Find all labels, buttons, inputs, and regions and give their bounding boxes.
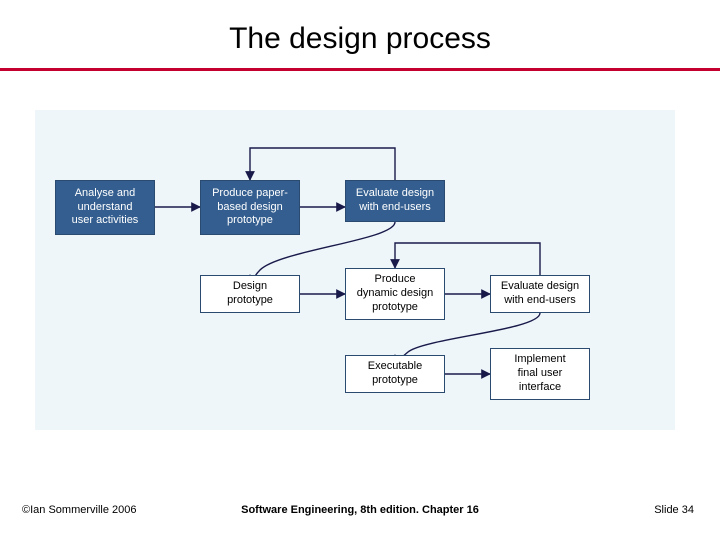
flow-node-n4: Designprototype (200, 275, 300, 313)
footer-slide-number: Slide 34 (654, 504, 694, 516)
footer-slide-num: 34 (682, 504, 694, 516)
flow-node-n2: Produce paper-based designprototype (200, 180, 300, 235)
footer-slide-prefix: Slide (654, 504, 682, 516)
flow-node-n1: Analyse andunderstanduser activities (55, 180, 155, 235)
flow-node-n5: Producedynamic designprototype (345, 268, 445, 320)
flow-node-n6: Evaluate designwith end-users (490, 275, 590, 313)
slide-footer: ©Ian Sommerville 2006 Software Engineeri… (0, 504, 720, 522)
flow-edge (250, 148, 395, 180)
flow-node-n7: Executableprototype (345, 355, 445, 393)
slide: The design process Analyse andunderstand… (0, 0, 720, 540)
flow-node-n3: Evaluate designwith end-users (345, 180, 445, 222)
flow-node-n8: Implementfinal userinterface (490, 348, 590, 400)
footer-center: Software Engineering, 8th edition. Chapt… (0, 504, 720, 516)
